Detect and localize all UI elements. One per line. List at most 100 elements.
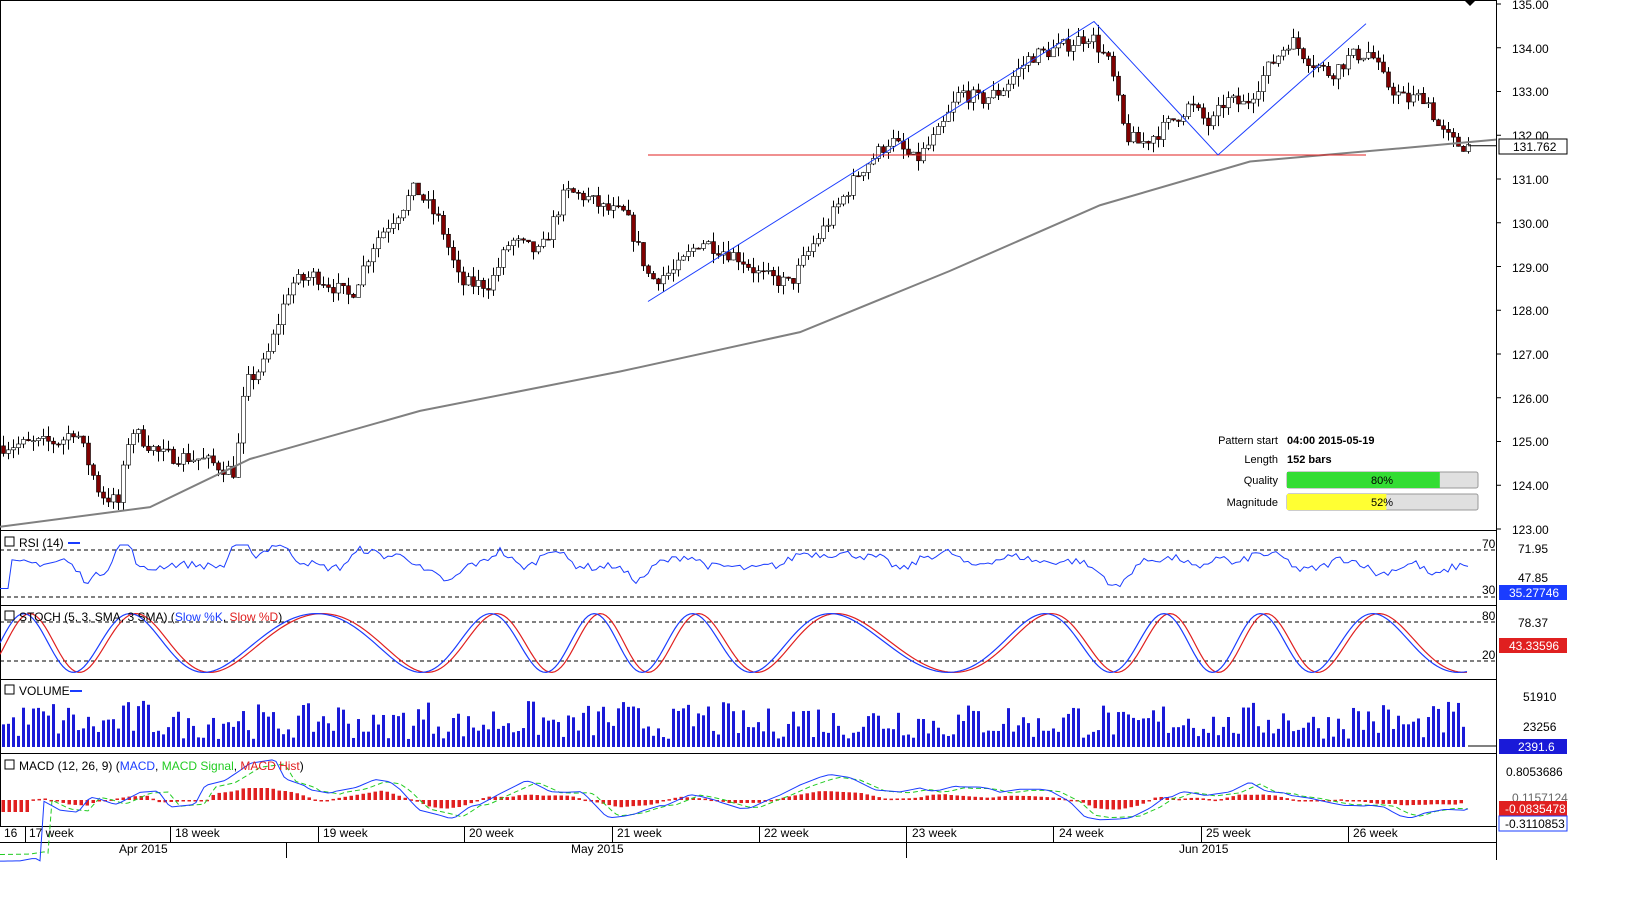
candle-body [71, 433, 76, 438]
candle-body [46, 436, 51, 442]
volume-bar [182, 738, 185, 747]
stoch-panel[interactable] [0, 612, 1496, 674]
macd-hist-bar [1351, 800, 1355, 802]
macd-hist-bar [307, 797, 311, 800]
candle-body [1256, 91, 1261, 100]
rsi-panel[interactable] [0, 544, 1496, 598]
macd-panel[interactable] [0, 759, 1469, 862]
volume-bar [442, 738, 445, 747]
candle-body [1396, 91, 1401, 96]
macd-hist-bar [793, 795, 797, 800]
volume-bar [1107, 712, 1110, 747]
macd-hist-bar [1195, 797, 1199, 800]
candle-body [711, 241, 716, 254]
stoch-lower-level-label: 20 [1482, 648, 1496, 662]
volume-bar [492, 711, 495, 747]
volume-bar [1042, 730, 1045, 747]
macd-hist-bar [61, 800, 65, 803]
stoch-close-box-icon[interactable] [4, 610, 15, 621]
svg-text:MACD (12, 26, 9) (MACD, MACD S: MACD (12, 26, 9) (MACD, MACD Signal, MAC… [19, 759, 304, 773]
macd-hist-bar [1141, 800, 1145, 804]
candle-body [636, 241, 641, 243]
macd-close-box-icon[interactable] [4, 759, 15, 770]
macd-hist-bar [145, 795, 149, 800]
volume-bar [387, 738, 390, 747]
volume-bar [927, 733, 930, 747]
candle-body [446, 233, 451, 248]
volume-bar [752, 727, 755, 747]
volume-bar [587, 705, 590, 747]
candle-body [926, 144, 931, 149]
volume-bar [647, 726, 650, 747]
macd-hist-bar [1405, 800, 1409, 806]
volume-bar [1342, 729, 1345, 747]
macd-hist-bar [1369, 800, 1373, 803]
candle-body [131, 433, 136, 445]
volume-bar [157, 730, 160, 747]
volume-bar [477, 730, 480, 747]
candle-body [166, 448, 171, 451]
macd-hist-bar [421, 800, 425, 805]
volume-bar [757, 722, 760, 747]
candle-body [156, 446, 161, 452]
candle-body [506, 245, 511, 251]
volume-bar [667, 738, 670, 747]
rsi-current-value: 35.27746 [1509, 586, 1559, 600]
volume-bar [842, 734, 845, 747]
candle-body [346, 285, 351, 295]
rsi-close-box-icon[interactable] [4, 536, 15, 547]
candle-body [1101, 51, 1106, 54]
candle-body [211, 455, 216, 464]
macd-title-suffix: ) [300, 759, 304, 773]
candle-body [136, 429, 141, 434]
macd-hist-bar [223, 792, 227, 800]
volume-bar [1332, 736, 1335, 747]
candle-body [1371, 52, 1376, 59]
volume-bar [12, 717, 15, 747]
volume-bar [817, 709, 820, 747]
candle-body [646, 265, 651, 274]
volume-bar [947, 735, 950, 747]
candle-body [906, 148, 911, 155]
candle-body [651, 273, 656, 280]
volume-bar [1157, 721, 1160, 747]
volume-bar [277, 728, 280, 747]
volume-bar [1117, 712, 1120, 747]
volume-bar [812, 737, 815, 747]
volume-bar [1317, 728, 1320, 747]
stoch-title-suffix: ) [278, 610, 282, 624]
volume-panel[interactable] [2, 700, 1496, 747]
macd-hist-bar [151, 798, 155, 801]
volume-bar [177, 711, 180, 747]
candle-body [436, 213, 441, 216]
macd-hist-bar [973, 796, 977, 800]
macd-hist-bar [1231, 796, 1235, 800]
volume-bar [1252, 702, 1255, 747]
volume-bar [382, 714, 385, 747]
macd-line [0, 759, 1469, 862]
volume-close-box-icon[interactable] [4, 684, 15, 695]
candle-body [41, 436, 46, 439]
stoch-current-value: 43.33596 [1509, 639, 1559, 653]
price-panel[interactable] [0, 20, 1497, 528]
month-label: Jun 2015 [1179, 842, 1229, 856]
candle-body [151, 446, 156, 451]
macd-hist-bar [1297, 800, 1301, 802]
macd-hist-bar [1243, 794, 1247, 800]
candle-body [741, 261, 746, 265]
macd-hist-bar [13, 800, 17, 812]
macd-hist-bar [721, 800, 725, 802]
candle-body [491, 275, 496, 291]
macd-hist-bar [25, 800, 29, 812]
candle-body [1226, 97, 1231, 109]
volume-bar [72, 714, 75, 747]
macd-hist-bar [979, 797, 983, 800]
macd-hist-bar [301, 795, 305, 800]
candle-body [1201, 107, 1206, 119]
macd-hist-bar [1189, 797, 1193, 800]
rsi-axis-label-2: 47.85 [1518, 571, 1548, 585]
volume-bar [362, 731, 365, 747]
macd-hist-bar [331, 798, 335, 801]
candle-body [1001, 90, 1006, 96]
volume-bar [317, 721, 320, 747]
